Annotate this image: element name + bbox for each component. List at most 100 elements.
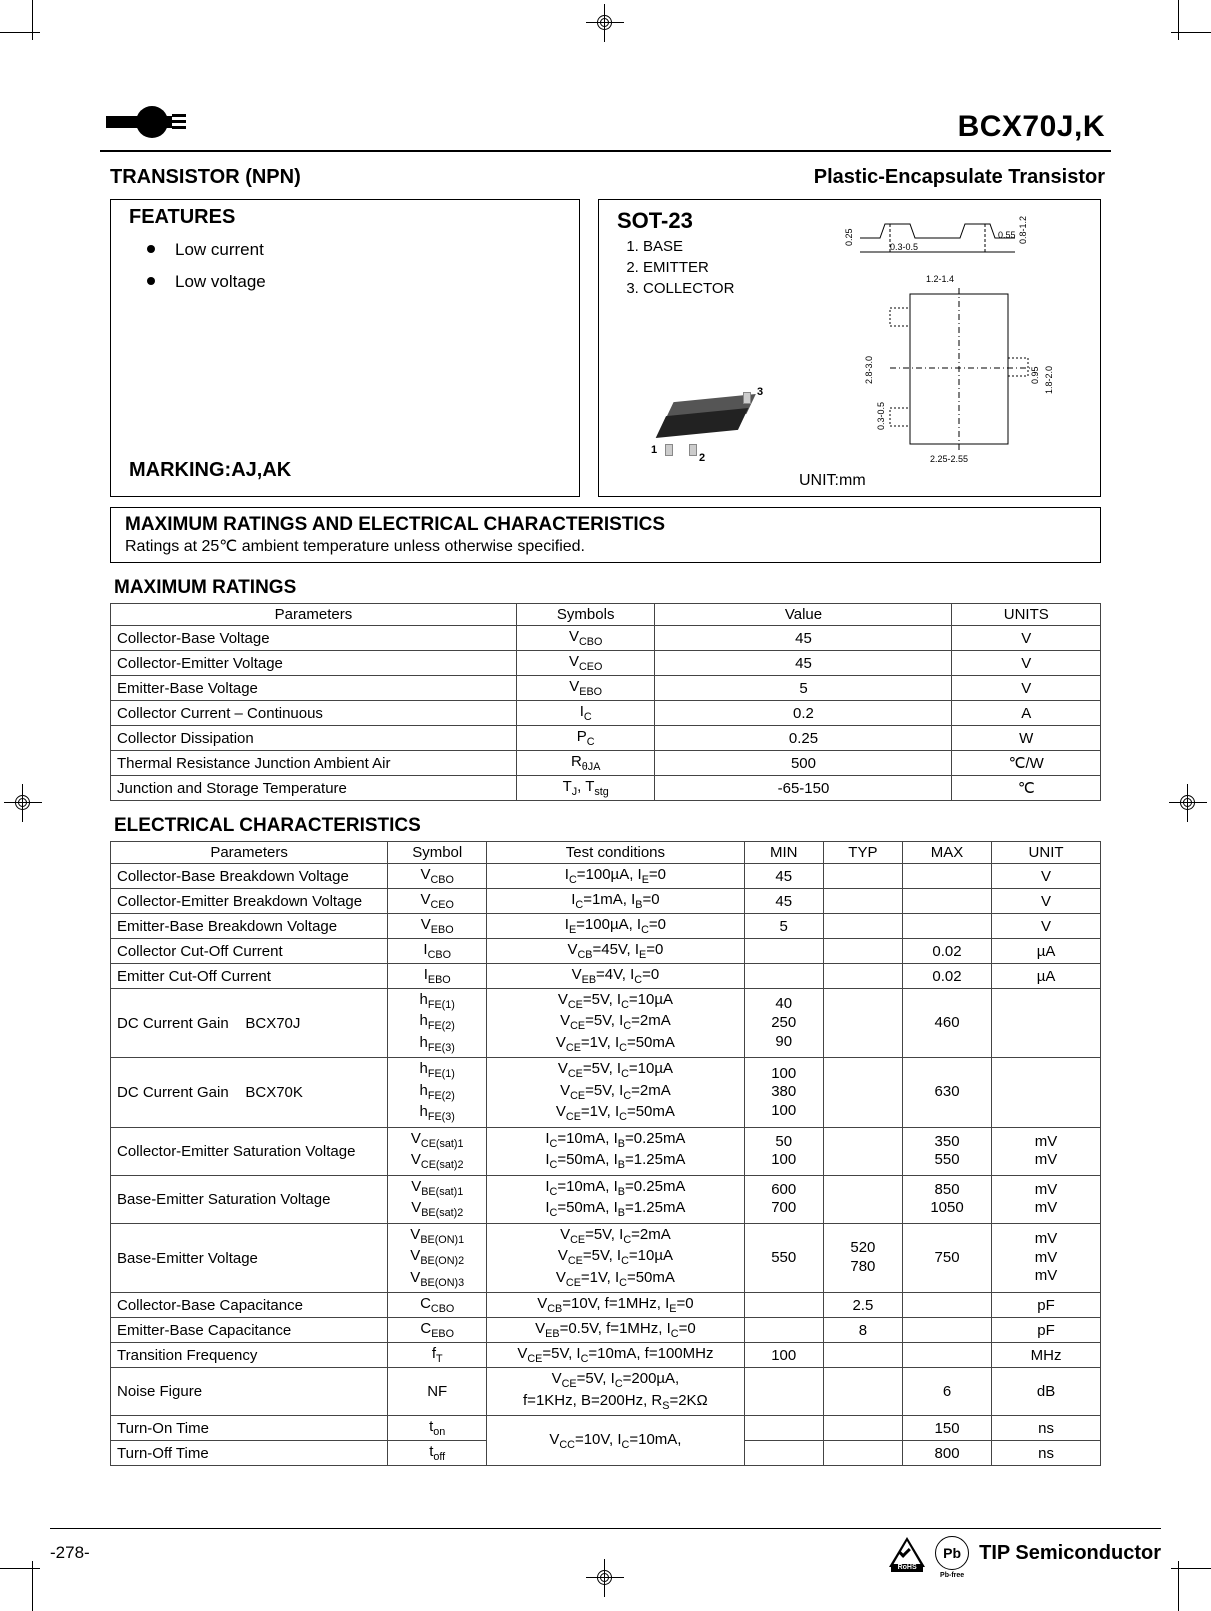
table-cell: IC (516, 701, 655, 726)
table-cell (744, 1441, 823, 1466)
table-cell (823, 964, 902, 989)
table-cell: dB (992, 1368, 1101, 1416)
table-cell: VCE=5V, IC=2mAVCE=5V, IC=10µAVCE=1V, IC=… (487, 1223, 744, 1292)
table-cell (744, 939, 823, 964)
table-cell: Turn-On Time (111, 1416, 388, 1441)
footer: -278- RoHS Pb Pb-free TIP Semiconductor (50, 1528, 1161, 1571)
table-cell: 6 (902, 1368, 991, 1416)
table-cell: Collector Current – Continuous (111, 701, 517, 726)
table-cell: 0.02 (902, 964, 991, 989)
table-cell: 100380100 (744, 1058, 823, 1127)
table-cell: VCE=5V, IC=200µA,f=1KHz, B=200Hz, RS=2KΩ (487, 1368, 744, 1416)
table-cell: mVmV (992, 1127, 1101, 1175)
svg-text:0.25: 0.25 (844, 228, 854, 246)
table-cell: V (952, 676, 1101, 701)
svg-text:0.55: 0.55 (998, 230, 1016, 240)
elec-char-title: ELECTRICAL CHARACTERISTICS (114, 815, 1101, 837)
pb-free-icon: Pb Pb-free (935, 1536, 969, 1570)
table-header: Symbol (388, 842, 487, 864)
table-row: Collector-Emitter Saturation VoltageVCE(… (111, 1127, 1101, 1175)
svg-text:0.3-0.5: 0.3-0.5 (876, 402, 886, 430)
table-row: Base-Emitter VoltageVBE(ON)1VBE(ON)2VBE(… (111, 1223, 1101, 1292)
table-cell: IC=1mA, IB=0 (487, 889, 744, 914)
package-3d-icon: 1 2 3 (649, 392, 769, 454)
table-cell (823, 1441, 902, 1466)
table-cell (823, 864, 902, 889)
table-row: Collector-Base CapacitanceCCBOVCB=10V, f… (111, 1293, 1101, 1318)
table-cell: VCC=10V, IC=10mA, (487, 1416, 744, 1466)
table-cell: 100 (744, 1343, 823, 1368)
pin-num-2: 2 (699, 452, 705, 464)
table-cell (823, 1343, 902, 1368)
table-cell: W (952, 726, 1101, 751)
table-cell: Emitter-Base Breakdown Voltage (111, 914, 388, 939)
table-cell: VCBO (516, 626, 655, 651)
table-header: Parameters (111, 604, 517, 626)
table-cell (902, 914, 991, 939)
table-cell: µA (992, 939, 1101, 964)
table-row: Collector-Base VoltageVCBO45V (111, 626, 1101, 651)
table-cell: ns (992, 1441, 1101, 1466)
table-header: Parameters (111, 842, 388, 864)
table-cell: 750 (902, 1223, 991, 1292)
max-ratings-subheading: Ratings at 25℃ ambient temperature unles… (125, 536, 1086, 556)
table-cell: µA (992, 964, 1101, 989)
table-cell: 4025090 (744, 989, 823, 1058)
table-cell (823, 939, 902, 964)
pin-num-3: 3 (757, 386, 763, 398)
table-cell: VCE=5V, IC=10µAVCE=5V, IC=2mAVCE=1V, IC=… (487, 989, 744, 1058)
table-cell: VCB=10V, f=1MHz, IE=0 (487, 1293, 744, 1318)
table-cell: 2.5 (823, 1293, 902, 1318)
table-row: Collector-Base Breakdown VoltageVCBOIC=1… (111, 864, 1101, 889)
table-cell (902, 889, 991, 914)
table-cell: DC Current Gain BCX70K (111, 1058, 388, 1127)
table-header: UNITS (952, 604, 1101, 626)
table-cell: 0.25 (655, 726, 952, 751)
table-cell (744, 1368, 823, 1416)
table-cell: 0.02 (902, 939, 991, 964)
table-cell (823, 1368, 902, 1416)
table-cell: pF (992, 1293, 1101, 1318)
table-cell: ℃/W (952, 751, 1101, 776)
table-cell: 5 (655, 676, 952, 701)
table-cell: Collector-Emitter Saturation Voltage (111, 1127, 388, 1175)
table-row: DC Current Gain BCX70KhFE(1)hFE(2)hFE(3)… (111, 1058, 1101, 1127)
table-cell: TJ, Tstg (516, 776, 655, 801)
table-cell: RθJA (516, 751, 655, 776)
rohs-label: RoHS (891, 1564, 923, 1572)
table-cell: VEBO (388, 914, 487, 939)
table-cell (744, 1293, 823, 1318)
table-cell: VCEO (516, 651, 655, 676)
table-cell: IE=100µA, IC=0 (487, 914, 744, 939)
table-cell (823, 1416, 902, 1441)
table-cell: Collector Dissipation (111, 726, 517, 751)
table-row: Emitter-Base CapacitanceCEBOVEB=0.5V, f=… (111, 1318, 1101, 1343)
table-row: Noise FigureNFVCE=5V, IC=200µA,f=1KHz, B… (111, 1368, 1101, 1416)
max-ratings-header-box: MAXIMUM RATINGS AND ELECTRICAL CHARACTER… (110, 507, 1101, 563)
table-row: Transition FrequencyfTVCE=5V, IC=10mA, f… (111, 1343, 1101, 1368)
table-header: Symbols (516, 604, 655, 626)
elec-characteristics-table: ParametersSymbolTest conditionsMINTYPMAX… (110, 841, 1101, 1466)
table-cell: V (952, 626, 1101, 651)
table-cell: Junction and Storage Temperature (111, 776, 517, 801)
table-row: Emitter-Base Breakdown VoltageVEBOIE=100… (111, 914, 1101, 939)
table-cell: 0.2 (655, 701, 952, 726)
table-cell: VCE(sat)1VCE(sat)2 (388, 1127, 487, 1175)
table-cell (823, 1175, 902, 1223)
svg-text:0.3-0.5: 0.3-0.5 (890, 242, 918, 252)
table-cell: VBE(ON)1VBE(ON)2VBE(ON)3 (388, 1223, 487, 1292)
table-cell: Transition Frequency (111, 1343, 388, 1368)
table-cell: DC Current Gain BCX70J (111, 989, 388, 1058)
table-cell: mVmV (992, 1175, 1101, 1223)
table-cell: fT (388, 1343, 487, 1368)
table-cell (902, 1343, 991, 1368)
table-cell: -65-150 (655, 776, 952, 801)
table-cell: 520780 (823, 1223, 902, 1292)
table-row: Base-Emitter Saturation VoltageVBE(sat)1… (111, 1175, 1101, 1223)
table-cell: PC (516, 726, 655, 751)
table-cell (744, 1318, 823, 1343)
table-cell: 600700 (744, 1175, 823, 1223)
unit-label: UNIT:mm (799, 472, 866, 490)
svg-text:1.2-1.4: 1.2-1.4 (926, 274, 954, 284)
rohs-icon: RoHS (889, 1535, 925, 1571)
